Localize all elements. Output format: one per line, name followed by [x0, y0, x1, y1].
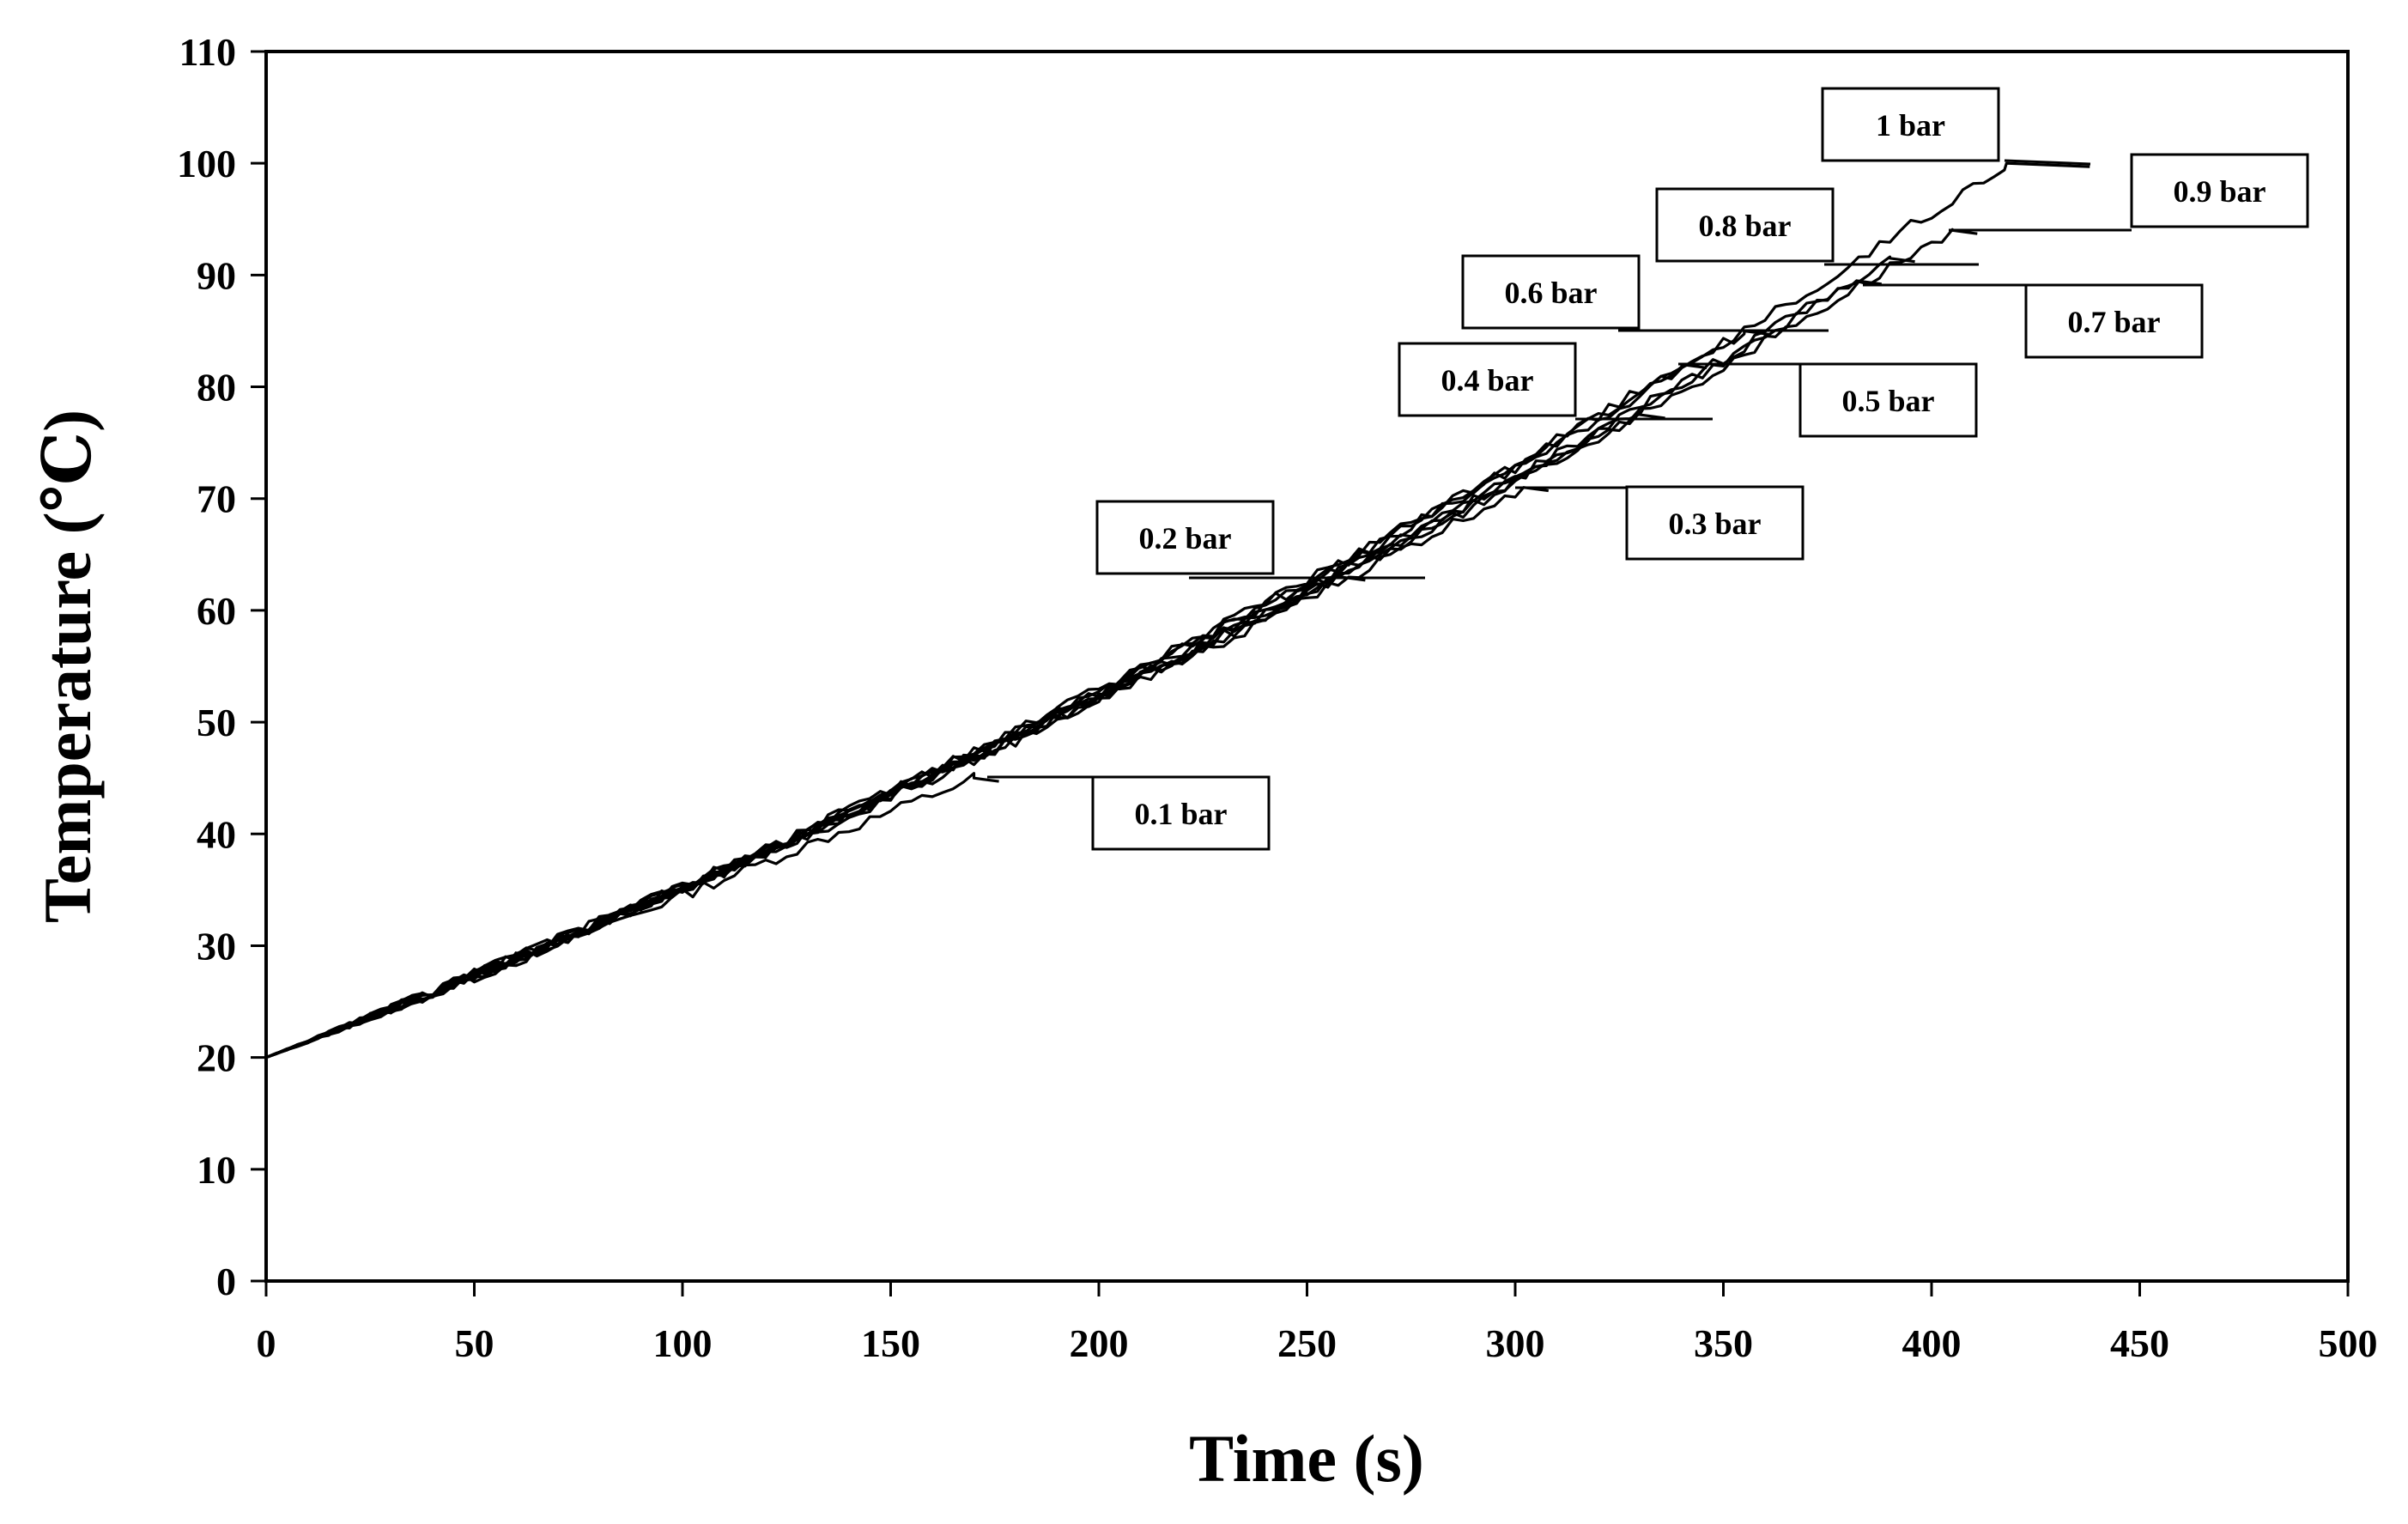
series-label-text: 0.8 bar — [1699, 209, 1792, 243]
y-tick-label: 70 — [197, 477, 236, 521]
y-tick-label: 40 — [197, 812, 236, 856]
y-ticks: 0 10 20 30 40 50 60 70 80 90 100 110 — [177, 30, 266, 1303]
x-tick-label: 0 — [257, 1321, 276, 1365]
series-label-text: 0.7 bar — [2068, 305, 2161, 339]
y-axis-title: Temperature (℃) — [30, 410, 105, 923]
series-label-box — [1655, 187, 1835, 263]
series-label-text: 1 bar — [1876, 108, 1945, 143]
x-tick-label: 300 — [1486, 1321, 1545, 1365]
x-tick-label: 50 — [455, 1321, 494, 1365]
y-tick-label: 0 — [216, 1260, 236, 1303]
series-label-box — [2130, 153, 2309, 228]
series-lines — [265, 161, 2090, 1060]
series-label-text: 0.4 bar — [1441, 363, 1534, 398]
series-label-box — [1091, 775, 1271, 851]
x-tick-label: 450 — [2110, 1321, 2169, 1365]
y-tick-label: 50 — [197, 701, 236, 744]
y-tick-label: 60 — [197, 589, 236, 633]
y-tick-label: 20 — [197, 1036, 236, 1080]
series-label-box — [1625, 485, 1804, 561]
series-line — [265, 362, 1707, 1060]
y-tick-label: 80 — [197, 366, 236, 410]
y-tick-label: 100 — [177, 142, 236, 185]
plot-area-frame — [264, 50, 2350, 1283]
series-label-text: 0.1 bar — [1135, 797, 1228, 831]
x-tick-label: 250 — [1277, 1321, 1337, 1365]
series-labels: 0.1 bar 0.2 bar 0.3 bar 0.4 bar 0.5 bar 0.6 b… — [1091, 87, 2309, 851]
series-line — [265, 228, 1978, 1060]
x-ticks: 0 50 100 150 200 250 300 350 400 450 500 — [257, 1281, 2378, 1365]
y-tick-label: 90 — [197, 253, 236, 297]
x-tick-label: 400 — [1902, 1321, 1962, 1365]
series-label-text: 0.2 bar — [1139, 521, 1232, 556]
x-tick-label: 350 — [1694, 1321, 1753, 1365]
series-line — [265, 161, 2090, 1060]
label-leader-lines — [987, 159, 2132, 779]
y-tick-label: 10 — [197, 1148, 236, 1192]
series-label-box — [1798, 362, 1978, 438]
x-axis-title: Time (s) — [1189, 1421, 1424, 1496]
x-tick-label: 500 — [2319, 1321, 2378, 1365]
x-tick-label: 200 — [1070, 1321, 1129, 1365]
series-label-text: 0.3 bar — [1669, 507, 1762, 541]
series-line — [265, 329, 1770, 1060]
series-label-box — [1398, 342, 1577, 417]
y-tick-label: 30 — [197, 924, 236, 968]
series-label-text: 0.9 bar — [2174, 174, 2266, 209]
label-leader-line — [2004, 159, 2091, 166]
series-label-box — [2024, 283, 2204, 359]
y-tick-label: 110 — [179, 30, 236, 74]
series-label-text: 0.6 bar — [1505, 276, 1598, 310]
x-tick-label: 150 — [861, 1321, 920, 1365]
series-label-box — [1461, 254, 1641, 330]
x-tick-label: 100 — [653, 1321, 713, 1365]
series-label-text: 0.5 bar — [1842, 384, 1935, 418]
series-label-box — [1095, 500, 1275, 575]
series-label-box — [1821, 87, 2000, 162]
series-line — [265, 486, 1550, 1060]
